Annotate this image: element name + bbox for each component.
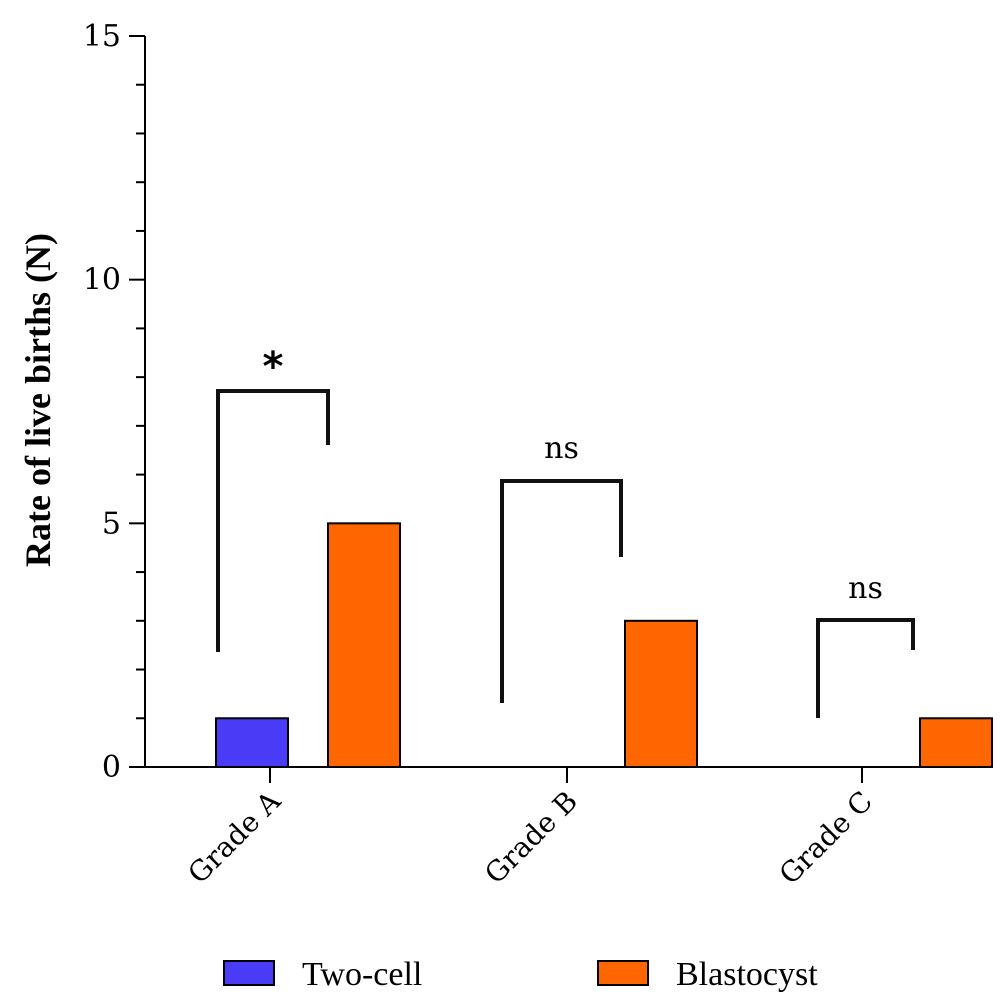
y-tick-label: 5 xyxy=(102,506,121,541)
y-ticks: 0 5 10 15 xyxy=(83,19,145,785)
significance-label: * xyxy=(263,344,284,390)
x-tick-label: Grade B xyxy=(478,785,584,891)
y-axis-label: Rate of live births (N) xyxy=(18,233,58,567)
bars-layer xyxy=(215,522,993,768)
significance-bracket xyxy=(500,479,623,703)
significance-bracket xyxy=(816,618,915,718)
significance-label: ns xyxy=(544,431,579,466)
x-tick-label: Grade A xyxy=(182,784,288,890)
legend-swatch xyxy=(597,960,649,986)
bar-blastocyst xyxy=(327,522,401,768)
x-ticks: Grade A Grade B Grade C xyxy=(182,767,879,891)
bar-blastocyst xyxy=(624,619,698,768)
significance-label: ns xyxy=(848,571,883,606)
y-tick-label: 15 xyxy=(83,19,121,54)
significance-bracket xyxy=(216,389,330,652)
legend-swatch xyxy=(223,960,275,986)
y-tick-label: 10 xyxy=(83,263,121,298)
bar-two-cell xyxy=(215,717,289,768)
legend: Two-cell Blastocyst xyxy=(223,956,818,993)
significance-brackets: * ns ns xyxy=(216,344,915,718)
x-tick-label: Grade C xyxy=(773,785,879,891)
legend-label: Two-cell xyxy=(302,956,422,993)
axes xyxy=(144,36,965,768)
bar-blastocyst xyxy=(919,717,993,768)
legend-label: Blastocyst xyxy=(676,956,818,993)
y-tick-label: 0 xyxy=(102,750,121,785)
